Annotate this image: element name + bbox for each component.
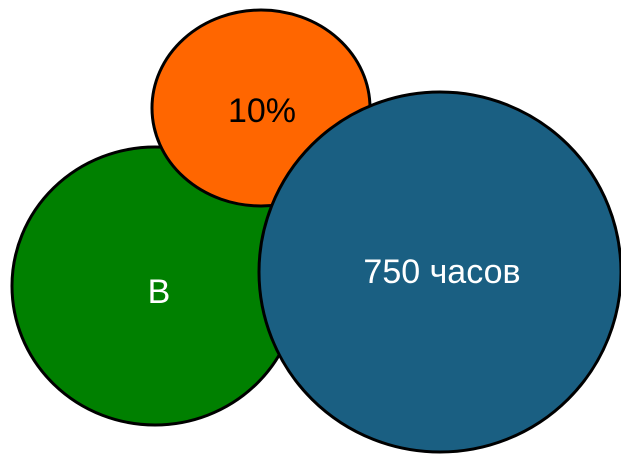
bubble-blue-shape: [257, 90, 621, 454]
bubble-orange-label: 10%: [228, 92, 296, 130]
bubble-green-label: B: [148, 273, 171, 311]
bubble-blue-label: 750 часов: [363, 253, 520, 291]
bubble-blue: 750 часов: [257, 90, 621, 454]
